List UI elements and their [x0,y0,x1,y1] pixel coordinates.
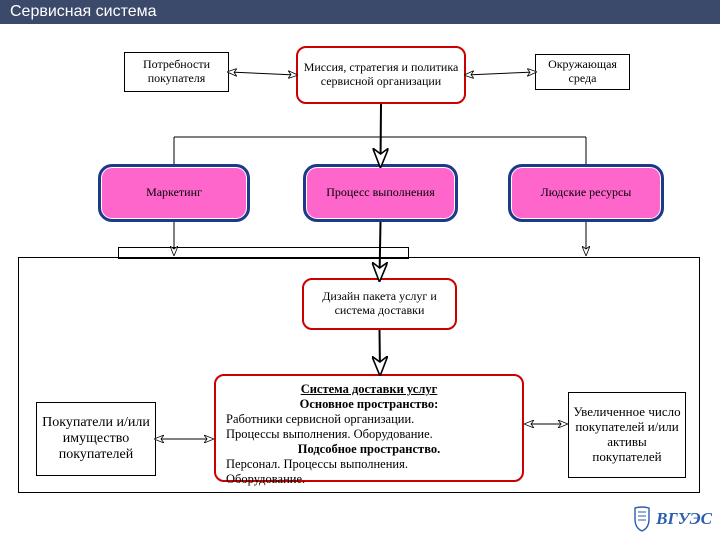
node-design: Дизайн пакета услуг и система доставки [302,278,457,330]
node-env: Окружающая среда [535,54,630,90]
node-hr: Людские ресурсы [508,164,664,222]
delivery-zone2-line: Персонал. Процессы выполнения. [226,457,512,472]
delivery-title: Система доставки услуг [226,382,512,397]
outline-small [118,247,409,259]
page-title: Сервисная система [0,0,720,24]
node-delivery-system: Система доставки услуг Основное простран… [214,374,524,482]
node-more: Увеличенное число покупателей и/или акти… [568,392,686,478]
logo-icon [632,506,652,532]
node-mission: Миссия, стратегия и политика сервисной о… [296,46,466,104]
delivery-zone1-line: Процессы выполнения. Оборудование. [226,427,512,442]
node-buyers: Покупатели и/или имущество покупателей [36,402,156,476]
node-process: Процесс выполнения [303,164,458,222]
delivery-zone1-title: Основное пространство: [226,397,512,412]
node-needs: Потребности покупателя [124,52,229,92]
logo-text: ВГУЭС [656,509,712,529]
diagram-canvas: Потребности покупателя Миссия, стратегия… [0,24,720,536]
delivery-zone2-line: Оборудование. [226,472,512,487]
logo: ВГУЭС [632,506,712,532]
delivery-zone2-title: Подсобное пространство. [226,442,512,457]
node-marketing: Маркетинг [98,164,250,222]
delivery-zone1-line: Работники сервисной организации. [226,412,512,427]
